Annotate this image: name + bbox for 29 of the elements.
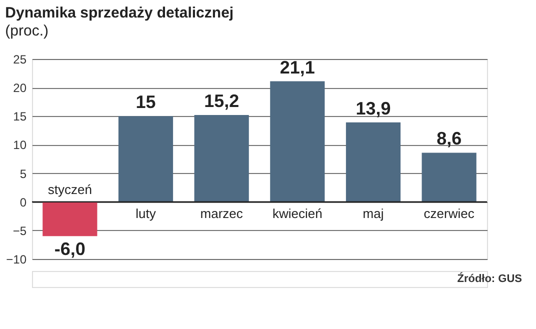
y-tick-label: 15 (13, 110, 27, 124)
bar (194, 115, 249, 202)
data-label: 13,9 (356, 98, 391, 118)
bar (422, 152, 476, 202)
bar (270, 81, 325, 202)
x-tick-label: czerwiec (424, 206, 475, 221)
x-tick-label: styczeń (48, 182, 92, 197)
x-tick-label: maj (362, 206, 384, 221)
y-tick-label: 20 (13, 81, 27, 96)
data-label: 21,1 (280, 57, 315, 78)
x-tick-label: kwiecień (272, 206, 322, 221)
data-label: -6,0 (54, 239, 86, 260)
bar (42, 202, 98, 236)
y-tick-label: −10 (6, 252, 27, 266)
x-tick-label: luty (136, 206, 156, 221)
bar (346, 122, 401, 202)
data-label: 8,6 (436, 128, 462, 149)
y-tick-label: 0 (20, 195, 27, 210)
y-tick-label: −5 (12, 224, 27, 238)
y-tick-label: 10 (13, 138, 27, 152)
y-tick-label: 5 (20, 166, 27, 181)
text: Źródło: GUS (457, 272, 522, 285)
y-tick-label: 25 (13, 52, 27, 66)
bar (118, 116, 174, 202)
data-label: 15,2 (204, 91, 240, 111)
chart-title: Dynamika sprzedaży detalicznej (5, 4, 234, 22)
chart-subtitle: (proc.) (5, 22, 48, 40)
x-tick-label: marzec (200, 206, 244, 221)
data-label: 15 (136, 92, 156, 112)
